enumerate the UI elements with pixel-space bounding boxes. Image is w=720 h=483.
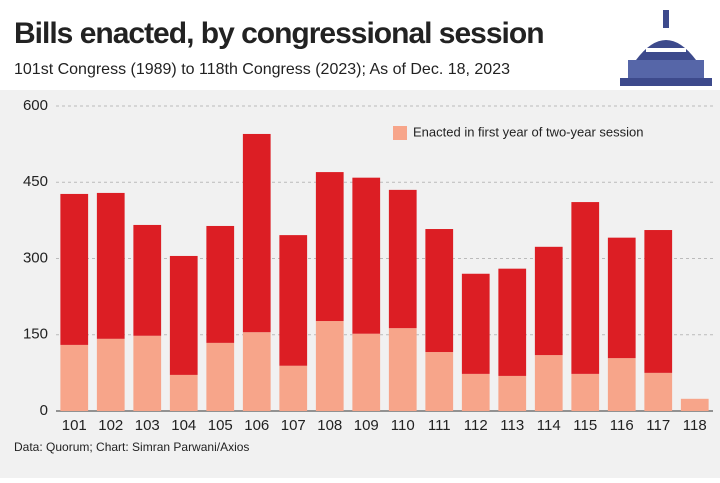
bar-segment bbox=[352, 333, 381, 411]
bar-segment bbox=[352, 177, 381, 334]
bar-segment bbox=[534, 246, 563, 356]
bar-segment bbox=[425, 229, 454, 353]
bar-segment bbox=[60, 193, 89, 345]
x-tick-label: 108 bbox=[317, 417, 342, 434]
bar-segment bbox=[571, 373, 600, 411]
x-tick-label: 103 bbox=[135, 417, 160, 434]
x-tick-label: 111 bbox=[428, 417, 451, 434]
y-tick-label: 450 bbox=[23, 173, 48, 190]
bar-segment bbox=[607, 237, 636, 359]
chart-subtitle: 101st Congress (1989) to 118th Congress … bbox=[14, 61, 510, 78]
x-tick-label: 105 bbox=[208, 417, 233, 434]
bar-segment bbox=[169, 374, 198, 411]
bar-segment bbox=[388, 328, 417, 411]
bar-segment bbox=[206, 342, 235, 411]
bar-segment bbox=[498, 268, 527, 376]
bar-segment bbox=[388, 189, 417, 329]
bar-segment bbox=[315, 172, 344, 322]
x-tick-label: 112 bbox=[464, 417, 488, 434]
y-tick-label: 300 bbox=[23, 249, 48, 266]
capitol-icon bbox=[620, 10, 712, 86]
bar-segment bbox=[60, 344, 89, 411]
bar-segment bbox=[680, 398, 709, 411]
y-tick-label: 0 bbox=[40, 402, 48, 419]
bar-segment bbox=[644, 230, 673, 373]
bar-segment bbox=[607, 358, 636, 411]
y-tick-label: 150 bbox=[23, 326, 48, 343]
x-tick-label: 118 bbox=[683, 417, 707, 434]
x-tick-label: 102 bbox=[98, 417, 123, 434]
x-tick-label: 101 bbox=[62, 417, 87, 434]
bar-segment bbox=[279, 365, 308, 411]
x-tick-label: 104 bbox=[171, 417, 196, 434]
bar-segment bbox=[425, 352, 454, 411]
bar-segment bbox=[571, 202, 600, 374]
x-tick-label: 109 bbox=[354, 417, 379, 434]
bar-segment bbox=[96, 192, 125, 339]
bar-segment bbox=[242, 332, 271, 411]
x-tick-label: 114 bbox=[537, 417, 561, 434]
legend-label: Enacted in first year of two-year sessio… bbox=[413, 124, 644, 139]
legend-swatch bbox=[393, 126, 407, 140]
x-tick-label: 116 bbox=[610, 417, 634, 434]
bar-segment bbox=[461, 273, 490, 374]
bar-segment bbox=[133, 335, 162, 411]
bar-segment bbox=[498, 375, 527, 411]
bar-segment bbox=[461, 373, 490, 411]
chart-title: Bills enacted, by congressional session bbox=[14, 17, 544, 50]
y-tick-label: 600 bbox=[23, 97, 48, 114]
bar-segment bbox=[644, 372, 673, 411]
x-tick-label: 110 bbox=[391, 417, 415, 434]
x-tick-label: 106 bbox=[244, 417, 269, 434]
bar-segment bbox=[96, 338, 125, 411]
bar-segment bbox=[534, 355, 563, 411]
bar-segment bbox=[315, 321, 344, 411]
bar-segment bbox=[169, 255, 198, 375]
x-tick-label: 117 bbox=[646, 417, 670, 434]
x-tick-label: 107 bbox=[281, 417, 306, 434]
x-tick-label: 113 bbox=[500, 417, 524, 434]
bar-segment bbox=[206, 225, 235, 343]
bar-segment bbox=[133, 224, 162, 336]
bar-segment bbox=[242, 133, 271, 333]
source-note: Data: Quorum; Chart: Simran Parwani/Axio… bbox=[14, 440, 249, 454]
x-tick-label: 115 bbox=[573, 417, 597, 434]
bar-segment bbox=[279, 235, 308, 366]
